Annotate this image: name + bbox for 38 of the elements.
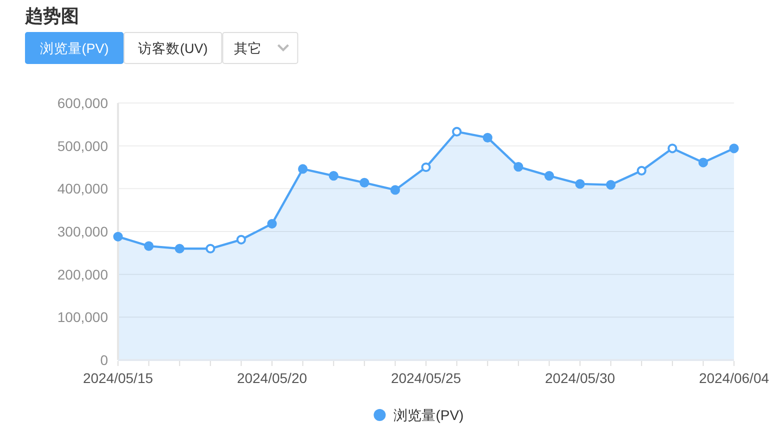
x-tick-label: 2024/05/25 — [390, 370, 462, 386]
point — [668, 144, 678, 154]
point — [421, 162, 431, 172]
x-tick-label: 2024/05/20 — [236, 370, 308, 386]
point — [144, 241, 154, 251]
y-tick-label: 600,000 — [57, 95, 108, 111]
point — [636, 166, 646, 176]
text: 访客数(UV) — [138, 41, 208, 56]
point — [236, 234, 246, 244]
text: 其它 — [234, 41, 262, 56]
point — [174, 244, 184, 254]
point — [360, 178, 370, 188]
y-tick-label: 100,000 — [57, 309, 108, 326]
text: 浏览量(PV) — [40, 41, 109, 56]
y-tick-label: 300,000 — [57, 224, 108, 240]
x-tick-label: 2024/05/15 — [82, 370, 154, 386]
y-tick-label: 500,000 — [57, 138, 108, 154]
point — [267, 218, 277, 229]
point — [575, 179, 585, 189]
point — [452, 126, 462, 136]
y-tick-label: 200,000 — [57, 266, 108, 282]
point — [206, 244, 216, 254]
point — [328, 171, 338, 181]
point — [698, 158, 708, 168]
point — [729, 144, 739, 154]
point — [298, 164, 308, 174]
chart-title: 趋势图 — [24, 6, 79, 26]
x-tick-label: 2024/05/30 — [544, 370, 616, 386]
legend-label: 浏览量(PV) — [394, 407, 464, 423]
y-tick-label: 400,000 — [57, 180, 108, 197]
point — [482, 132, 492, 142]
point — [113, 232, 123, 242]
y-tick-label: 0 — [100, 352, 108, 368]
point — [390, 185, 400, 195]
point — [514, 162, 524, 172]
point — [544, 171, 554, 181]
x-tick-label: 2024/06/04 — [698, 370, 770, 386]
point — [606, 180, 616, 190]
